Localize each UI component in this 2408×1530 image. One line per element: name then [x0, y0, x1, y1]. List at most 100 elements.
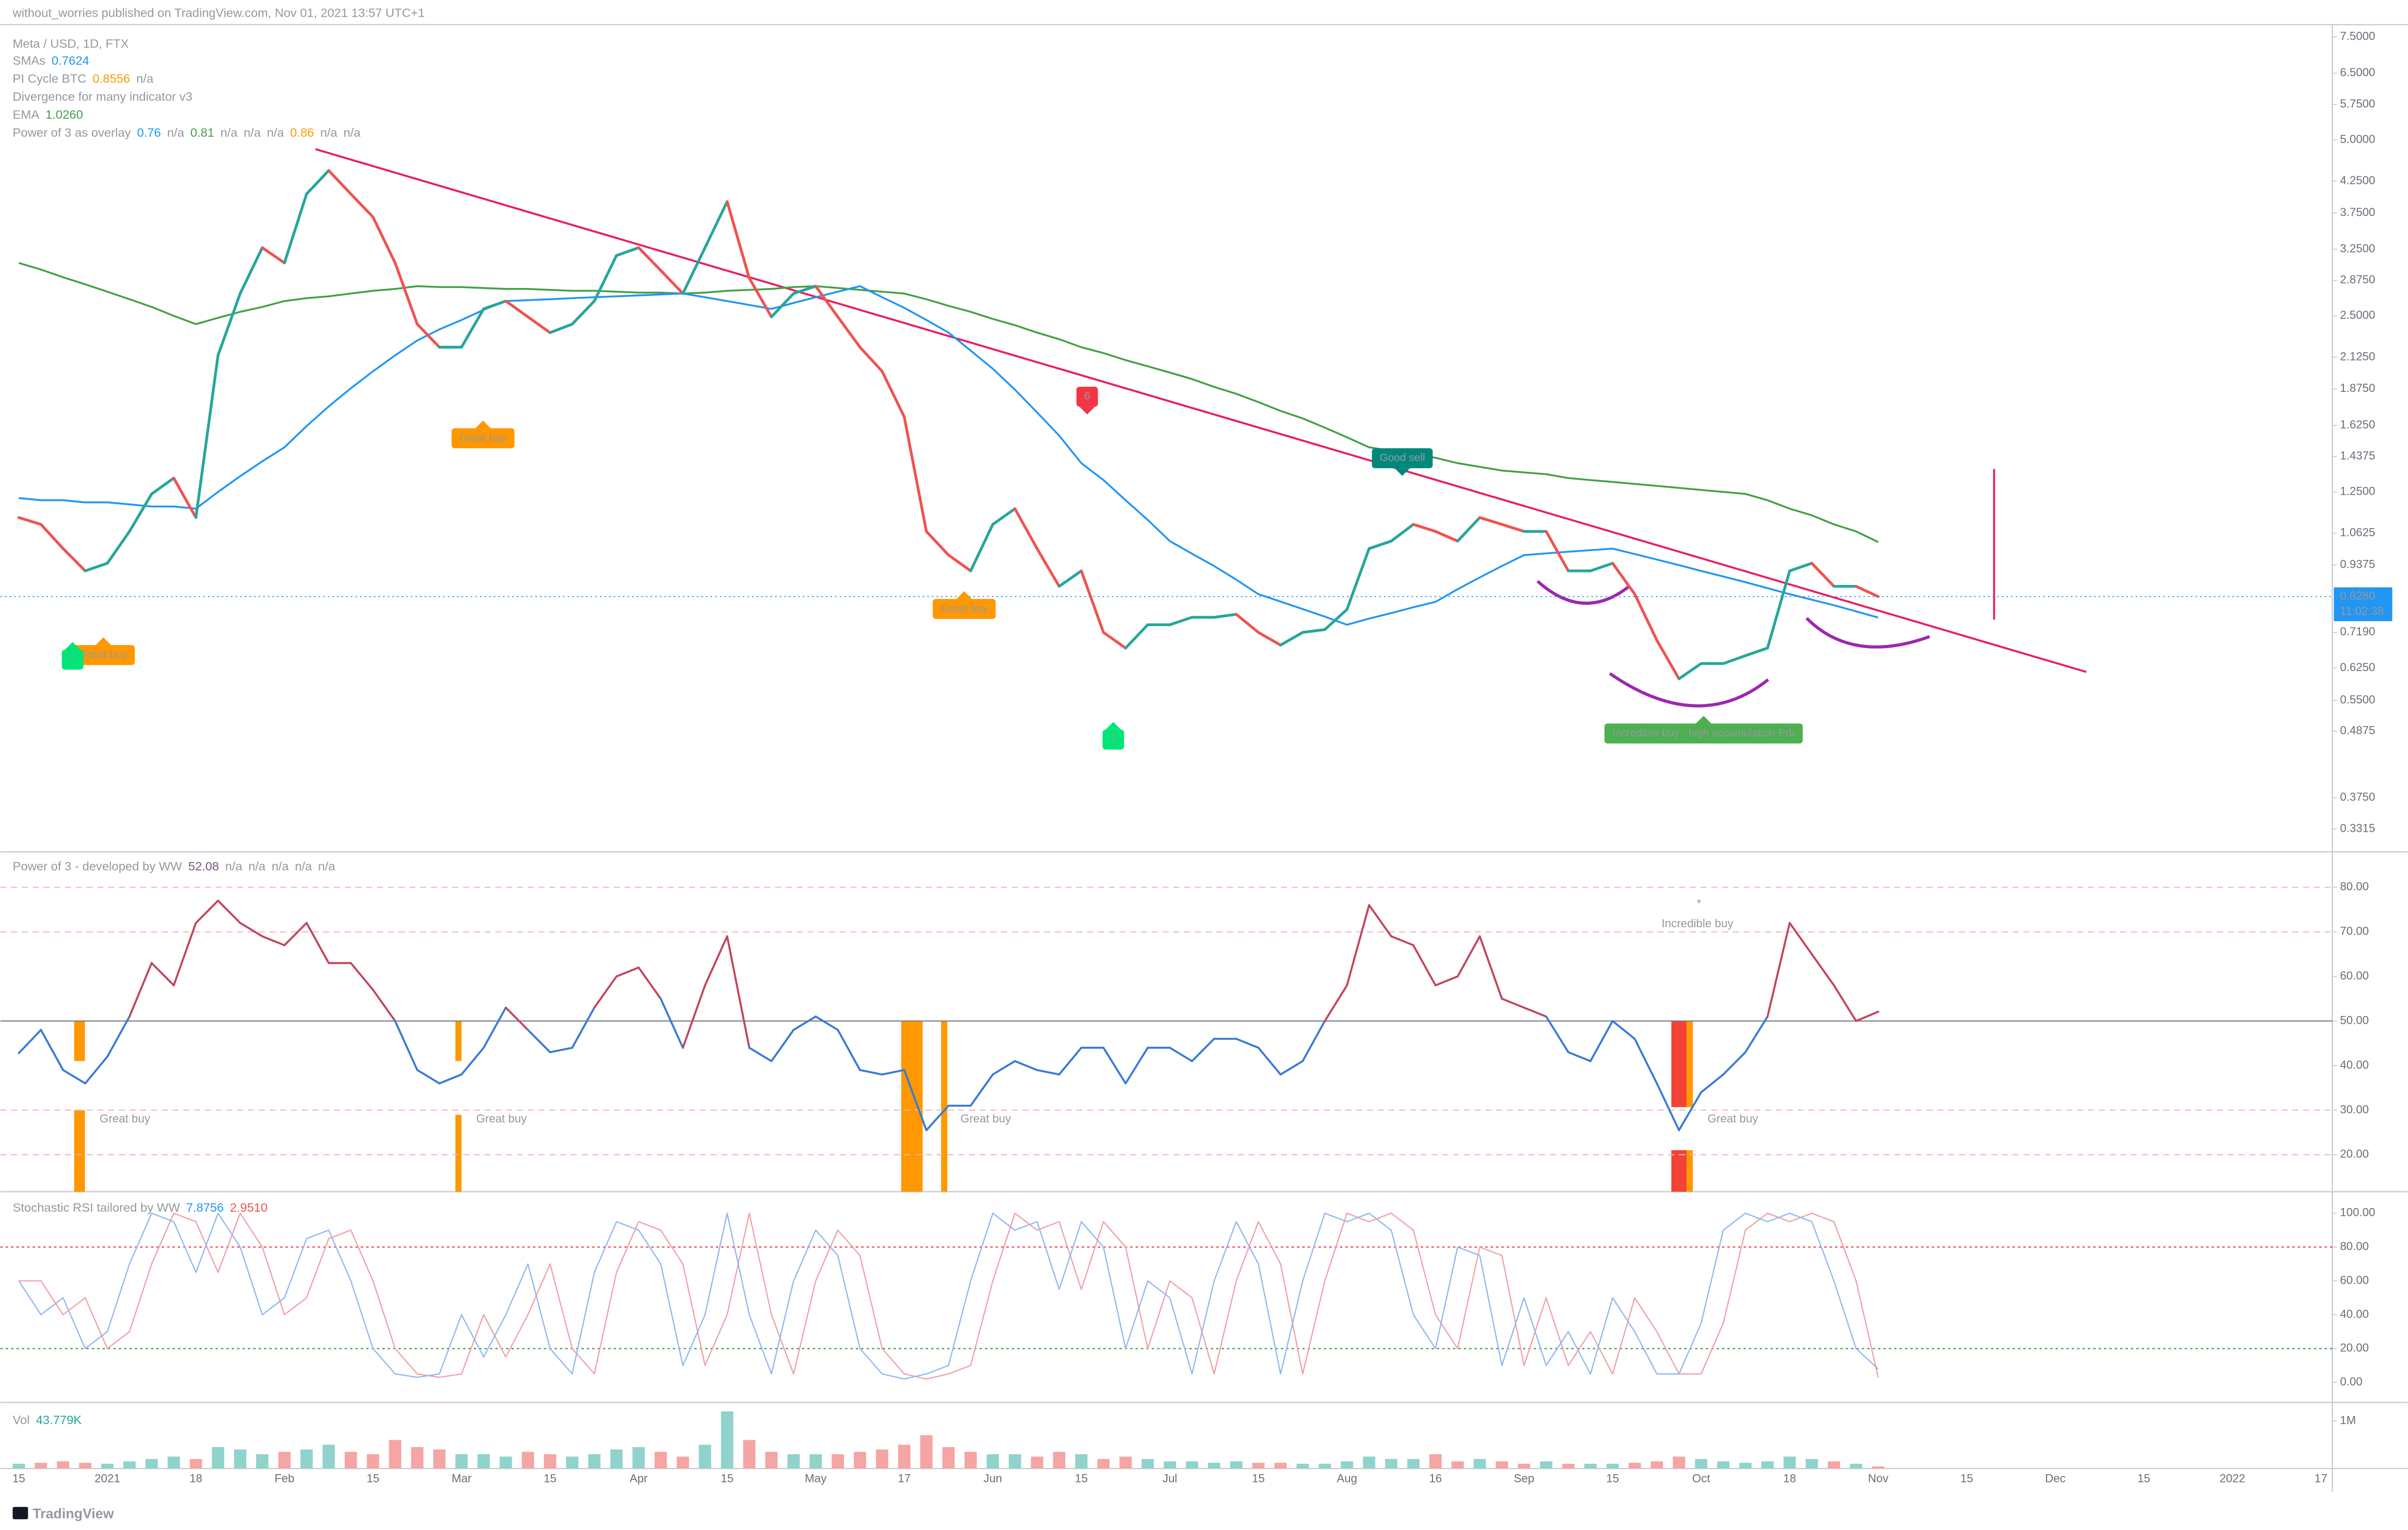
price-segment	[571, 300, 596, 326]
price-segment	[1257, 631, 1282, 647]
oscillator-segment	[1058, 1046, 1082, 1075]
last-price-box	[2333, 587, 2392, 621]
volume-bar	[499, 1456, 512, 1469]
annotation-box	[71, 645, 135, 665]
legend-row: Power of 3 - developed by WW 52.08 n/a n/a n…	[13, 859, 335, 873]
price-segment	[659, 269, 684, 295]
signal-bar	[455, 1115, 462, 1192]
volume-bar	[832, 1454, 844, 1469]
volume-bar	[1451, 1461, 1464, 1469]
volume-bar	[34, 1463, 47, 1469]
annotation-label: Incredible buy - high accumulation Prb	[1612, 727, 1795, 739]
price-segment	[681, 246, 707, 295]
annotation-box	[62, 649, 83, 670]
x-tick-label: 16	[1429, 1472, 1442, 1485]
x-tick-label: Jun	[983, 1472, 1002, 1485]
volume-bar	[1827, 1461, 1840, 1469]
price-segment	[1013, 507, 1039, 550]
price-segment	[1810, 561, 1836, 588]
oscillator-segment	[1323, 984, 1348, 1022]
price-segment	[1390, 523, 1415, 543]
oscillator-segment	[903, 1069, 928, 1131]
y-tick-label: 40.00	[2340, 1058, 2369, 1071]
price-segment	[1434, 530, 1459, 543]
stoch-k-line	[18, 1212, 1879, 1380]
volume-bar	[677, 1456, 689, 1469]
x-tick-label: 15	[1252, 1472, 1265, 1485]
volume-bar	[1518, 1464, 1531, 1469]
oscillator-segment	[1567, 1051, 1592, 1062]
price-segment	[1456, 516, 1482, 543]
volume-bar	[367, 1454, 379, 1469]
oscillator-segment	[372, 988, 396, 1022]
annotation-box	[1076, 387, 1098, 407]
oscillator-segment	[1036, 1069, 1061, 1075]
y-tick-label: 7.5000	[2340, 29, 2376, 42]
price-segment	[216, 292, 242, 357]
volume-bar	[1850, 1464, 1862, 1469]
oscillator-segment	[1744, 1015, 1769, 1054]
volume-bar	[1031, 1456, 1043, 1469]
volume-bar	[234, 1449, 247, 1469]
legend-item: n/a	[318, 859, 336, 873]
price-segment	[1102, 631, 1127, 650]
volume-bar	[1717, 1461, 1730, 1469]
y-tick-label: 3.7500	[2340, 206, 2376, 219]
price-segment	[238, 246, 264, 295]
volume-bar	[1097, 1459, 1110, 1469]
volume-bar	[1672, 1456, 1685, 1469]
y-tick-label: 0.7190	[2340, 625, 2376, 638]
volume-bar	[1274, 1463, 1287, 1469]
volume-bar	[79, 1463, 92, 1469]
oscillator-segment	[748, 1046, 773, 1062]
volume-bar	[1407, 1459, 1420, 1469]
price-segment	[1301, 628, 1327, 634]
legend-item: n/a	[136, 72, 154, 86]
volume-bar	[167, 1456, 180, 1469]
oscillator-segment	[770, 1029, 795, 1062]
volume-bar	[787, 1454, 800, 1469]
volume-bar	[1186, 1461, 1198, 1469]
oscillator-segment	[1302, 1020, 1326, 1062]
oscillator-segment	[106, 1015, 131, 1058]
y-tick-label: 30.00	[2340, 1103, 2369, 1116]
price-segment	[814, 284, 839, 318]
volume-bar	[1429, 1454, 1442, 1469]
oscillator-segment	[549, 1046, 573, 1054]
signal-bar	[74, 1021, 85, 1061]
volume-bar	[853, 1452, 866, 1469]
volume-bar	[920, 1435, 933, 1469]
oscillator-segment	[593, 975, 618, 1009]
y-tick-label: 1.2500	[2340, 485, 2376, 498]
legend-item: SMAs	[13, 54, 45, 67]
price-segment	[703, 200, 729, 249]
legend-item: 0.86	[290, 126, 314, 139]
price-segment	[770, 292, 795, 318]
annotation-text: Great buy	[1707, 1112, 1758, 1125]
price-segment	[17, 516, 43, 526]
price-segment	[593, 254, 618, 303]
price-segment	[1655, 639, 1681, 680]
oscillator-segment	[726, 935, 751, 1049]
x-tick-label: 17	[2315, 1472, 2328, 1485]
oscillator-segment	[925, 1104, 950, 1131]
volume-bar	[765, 1452, 778, 1469]
oscillator-segment	[84, 1056, 109, 1085]
x-tick-label: 17	[898, 1472, 911, 1485]
y-tick-label: 0.5500	[2340, 693, 2376, 706]
volume-bar	[1562, 1464, 1575, 1469]
stoch-d-line	[19, 1212, 1879, 1380]
volume-bar	[809, 1454, 822, 1469]
footer-logo: TradingView	[13, 1506, 114, 1522]
x-tick-label: Sep	[1514, 1472, 1534, 1485]
oscillator-segment	[1279, 1060, 1304, 1075]
annotation-box	[1604, 723, 1803, 744]
volume-bar	[1296, 1464, 1309, 1469]
sma-line	[18, 285, 1879, 626]
volume-bar	[699, 1444, 712, 1469]
volume-bar	[1318, 1464, 1331, 1469]
volume-bar	[876, 1449, 888, 1469]
price-segment	[748, 277, 773, 318]
pane-borders	[0, 23, 2408, 1492]
